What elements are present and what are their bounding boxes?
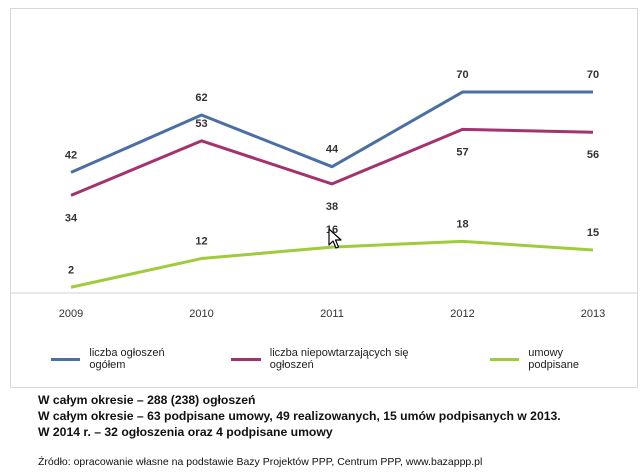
legend-item-unique: liczba niepowtarzających się ogłoszeń (231, 347, 451, 371)
legend-swatch-signed (489, 357, 520, 361)
series-line-unique (70, 127, 594, 197)
data-label-total-2013: 70 (587, 69, 599, 81)
x-tick-2011: 2011 (320, 308, 344, 320)
legend: liczba ogłoszeń ogółem liczba niepowtarz… (51, 347, 640, 371)
note-line-1: W całym okresie – 288 (238) ogłoszeń (38, 393, 256, 407)
source-note: Źródło: opracowanie własne na podstawie … (38, 456, 483, 468)
data-label-signed-2010: 12 (195, 236, 207, 248)
data-label-signed-2013: 15 (587, 227, 599, 239)
x-tick-2010: 2010 (189, 308, 213, 320)
data-label-unique-2009: 34 (65, 212, 78, 224)
series-layer (70, 90, 594, 289)
chart-frame: 42 62 44 70 70 34 53 38 57 56 2 12 16 18 15 2009 2010 20… (10, 8, 638, 388)
summary-notes: W całym okresie – 288 (238) ogłoszeń W c… (38, 392, 561, 440)
note-line-3: W 2014 r. – 32 ogłoszenia oraz 4 podpisa… (38, 425, 333, 439)
data-label-unique-2013: 56 (587, 149, 599, 161)
legend-label-total: liczba ogłoszeń ogółem (89, 347, 165, 371)
series-line-total (70, 90, 593, 174)
data-label-unique-2010: 53 (195, 118, 207, 130)
legend-swatch-unique (231, 357, 261, 361)
data-label-signed-2012: 18 (456, 218, 468, 230)
legend-label-unique: liczba niepowtarzających się ogłoszeń (269, 347, 409, 371)
legend-item-signed: umowy podpisane (489, 347, 615, 371)
data-label-total-2009: 42 (65, 149, 77, 161)
data-label-unique-2012: 57 (456, 146, 468, 158)
x-tick-2013: 2013 (581, 308, 605, 320)
data-label-total-2010: 62 (195, 92, 207, 104)
data-label-unique-2011: 38 (326, 201, 338, 213)
legend-item-total: liczba ogłoszeń ogółem (51, 347, 201, 371)
legend-label-signed: umowy podpisane (528, 347, 579, 371)
x-tick-2009: 2009 (59, 308, 83, 320)
series-line-signed (70, 239, 594, 289)
data-label-total-2011: 44 (326, 144, 339, 156)
data-label-total-2012: 70 (456, 69, 468, 81)
data-label-signed-2009: 2 (68, 264, 74, 276)
x-tick-labels: 2009 2010 2011 2012 2013 (59, 308, 605, 320)
note-line-2: W całym okresie – 63 podpisane umowy, 49… (38, 409, 561, 423)
arrow-cursor-icon (328, 228, 342, 249)
legend-swatch-total (51, 357, 81, 361)
x-tick-2012: 2012 (450, 308, 474, 320)
